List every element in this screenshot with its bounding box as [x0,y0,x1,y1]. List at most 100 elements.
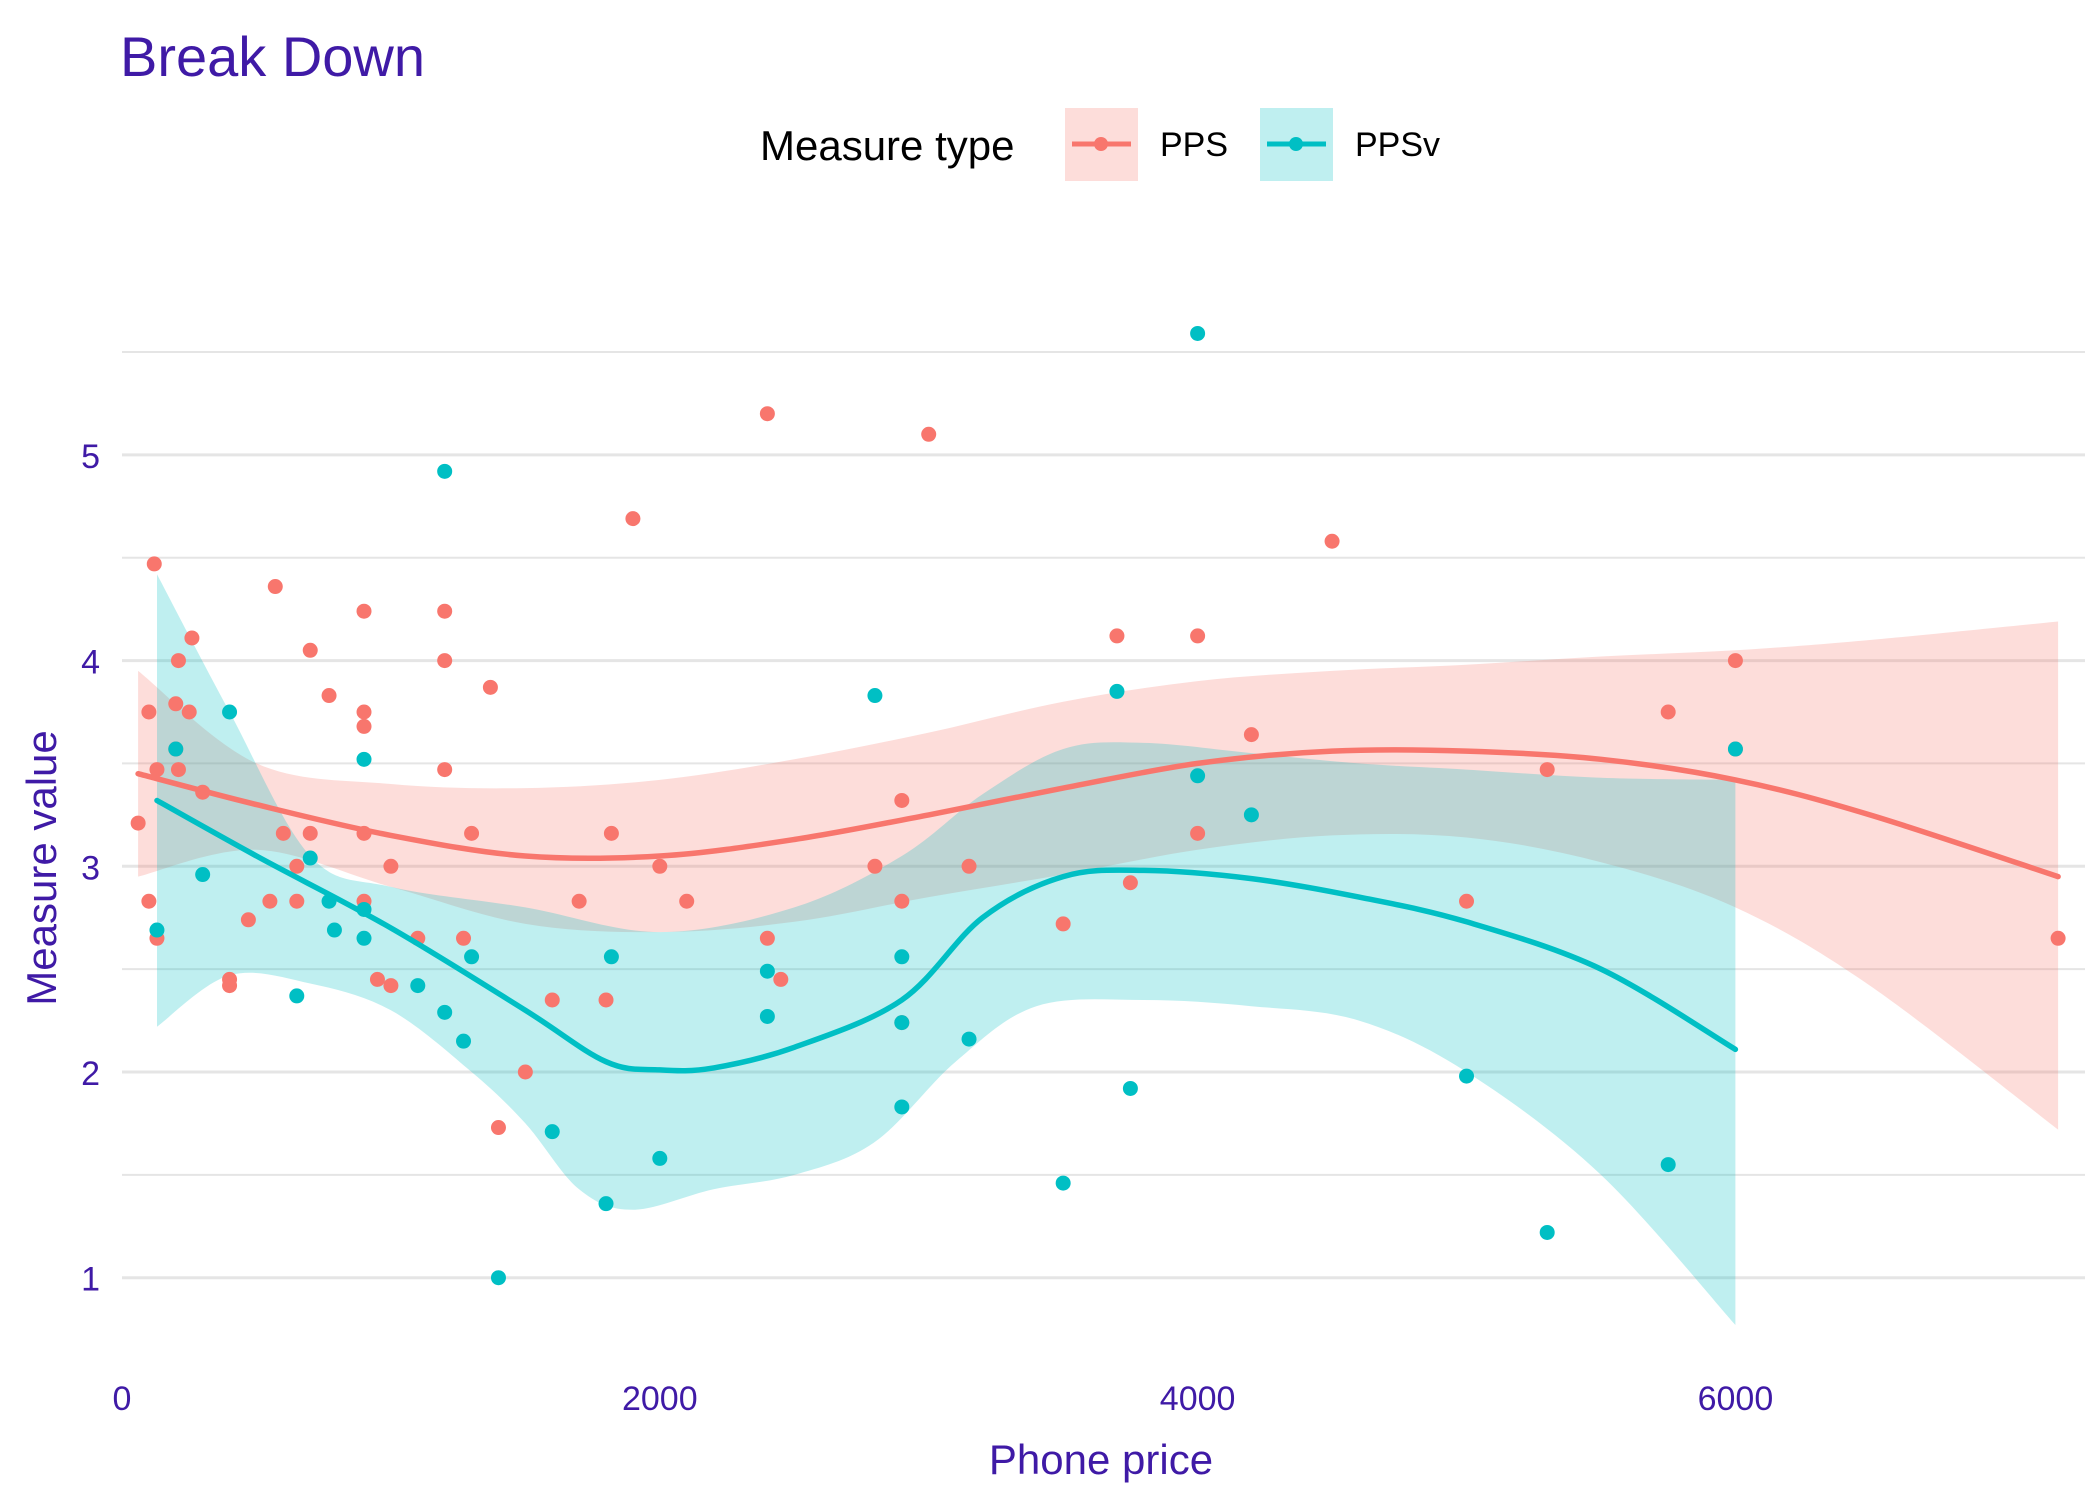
point-ppsv [149,922,165,938]
legend: Measure type PPS PPSv [760,108,1440,181]
point-ppsv [464,949,480,965]
point-pps [1727,653,1743,669]
point-ppsv [1190,768,1206,784]
legend-item-pps: PPS [1065,108,1228,181]
point-ppsv [894,949,910,965]
point-ppsv [302,850,318,866]
point-ppsv [759,1008,775,1024]
point-pps [437,653,453,669]
legend-title: Measure type [760,122,1014,169]
point-ppsv [961,1031,977,1047]
point-pps [149,762,165,778]
point-ppsv [894,1015,910,1031]
y-tick-label: 3 [81,849,100,887]
point-ppsv [759,963,775,979]
point-pps [141,704,157,720]
point-pps [867,858,883,874]
point-pps [1243,727,1259,743]
point-pps [383,858,399,874]
point-pps [490,1120,506,1136]
legend-label-pps: PPS [1160,126,1228,164]
confidence-band-pps [138,621,2059,1130]
point-pps [369,971,385,987]
point-ppsv [1190,325,1206,341]
point-pps [1459,893,1475,909]
point-pps [168,696,184,712]
y-tick-label: 2 [81,1055,100,1093]
point-ppsv [544,1124,560,1140]
point-pps [598,992,614,1008]
point-ppsv [456,1033,472,1049]
point-pps [289,858,305,874]
x-tick-label: 0 [113,1380,132,1418]
point-pps [1109,628,1125,644]
point-pps [894,792,910,808]
point-ppsv [1459,1068,1475,1084]
point-pps [773,971,789,987]
point-ppsv [490,1270,506,1286]
point-pps [464,825,480,841]
point-pps [383,978,399,994]
y-tick-label: 5 [81,438,100,476]
point-pps [894,893,910,909]
point-pps [1324,533,1340,549]
point-ppsv [867,688,883,704]
point-ppsv [1109,683,1125,699]
point-pps [130,815,146,831]
point-ppsv [1055,1175,1071,1191]
point-pps [437,603,453,619]
point-pps [170,762,186,778]
point-pps [141,893,157,909]
point-pps [1190,825,1206,841]
point-ppsv [222,704,238,720]
point-pps [961,858,977,874]
point-pps [302,825,318,841]
point-pps [759,930,775,946]
point-pps [1660,704,1676,720]
point-pps [240,912,256,928]
chart-title: Break Down [120,25,425,88]
point-ppsv [1122,1080,1138,1096]
point-ppsv [598,1196,614,1212]
point-pps [170,653,186,669]
y-tick-label: 1 [81,1261,100,1299]
legend-label-ppsv: PPSv [1355,126,1440,164]
point-pps [679,893,695,909]
point-pps [1539,762,1555,778]
point-pps [1055,916,1071,932]
point-pps [517,1064,533,1080]
point-pps [482,679,498,695]
point-ppsv [437,463,453,479]
point-pps [759,406,775,422]
point-pps [1122,875,1138,891]
point-ppsv [195,867,211,883]
point-ppsv [894,1099,910,1115]
point-pps [321,688,337,704]
legend-dot-ppsv [1289,137,1303,151]
point-pps [181,704,197,720]
point-ppsv [410,978,426,994]
point-ppsv [1660,1157,1676,1173]
point-pps [275,825,291,841]
point-pps [571,893,587,909]
point-ppsv [168,741,184,757]
point-ppsv [356,930,372,946]
x-axis-title: Phone price [989,1436,1213,1483]
point-pps [267,579,283,595]
point-pps [146,556,162,572]
point-ppsv [652,1150,668,1166]
scatter-points [130,325,2066,1286]
point-ppsv [1243,807,1259,823]
x-tick-label: 4000 [1160,1380,1236,1418]
trend-line-ppsv [154,797,1739,1074]
point-ppsv [326,922,342,938]
point-ppsv [289,988,305,1004]
point-pps [921,426,937,442]
point-pps [456,930,472,946]
point-pps [603,825,619,841]
axis-labels: 1 2 3 4 5 0 2000 4000 6000 [81,438,1773,1418]
smooth-lines [135,747,2061,1074]
point-ppsv [437,1004,453,1020]
